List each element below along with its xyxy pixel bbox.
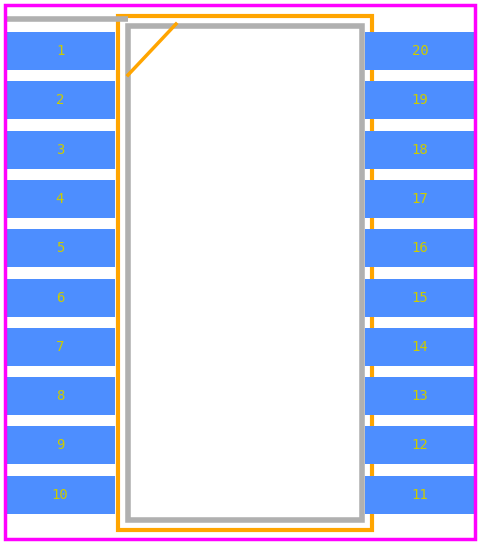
Bar (5, 180, 115, 218)
Bar (365, 475, 475, 514)
Bar (128, 26, 362, 520)
Bar (5, 32, 115, 70)
Text: 6: 6 (56, 290, 64, 305)
Bar (5, 426, 115, 465)
Bar (365, 426, 475, 465)
Bar (118, 16, 372, 530)
Bar (5, 279, 115, 317)
Text: 18: 18 (412, 143, 428, 157)
Bar (365, 279, 475, 317)
Text: 4: 4 (56, 192, 64, 206)
Bar (365, 328, 475, 366)
Bar (365, 32, 475, 70)
Text: 19: 19 (412, 94, 428, 107)
Text: 8: 8 (56, 389, 64, 403)
Text: 14: 14 (412, 340, 428, 354)
Text: 17: 17 (412, 192, 428, 206)
Bar (365, 131, 475, 169)
Bar (365, 229, 475, 267)
Bar (5, 328, 115, 366)
Bar (5, 131, 115, 169)
Text: 7: 7 (56, 340, 64, 354)
Text: 20: 20 (412, 44, 428, 58)
Text: 3: 3 (56, 143, 64, 157)
Text: 15: 15 (412, 290, 428, 305)
Text: 13: 13 (412, 389, 428, 403)
Text: 1: 1 (56, 44, 64, 58)
Text: 10: 10 (52, 488, 68, 502)
Text: 16: 16 (412, 241, 428, 255)
Text: 5: 5 (56, 241, 64, 255)
Bar (5, 475, 115, 514)
Bar (5, 229, 115, 267)
Text: 2: 2 (56, 94, 64, 107)
Bar (365, 180, 475, 218)
Text: 12: 12 (412, 438, 428, 453)
Text: 11: 11 (412, 488, 428, 502)
Bar (365, 377, 475, 415)
Text: 9: 9 (56, 438, 64, 453)
Bar (5, 81, 115, 119)
Bar (5, 377, 115, 415)
Bar (365, 81, 475, 119)
